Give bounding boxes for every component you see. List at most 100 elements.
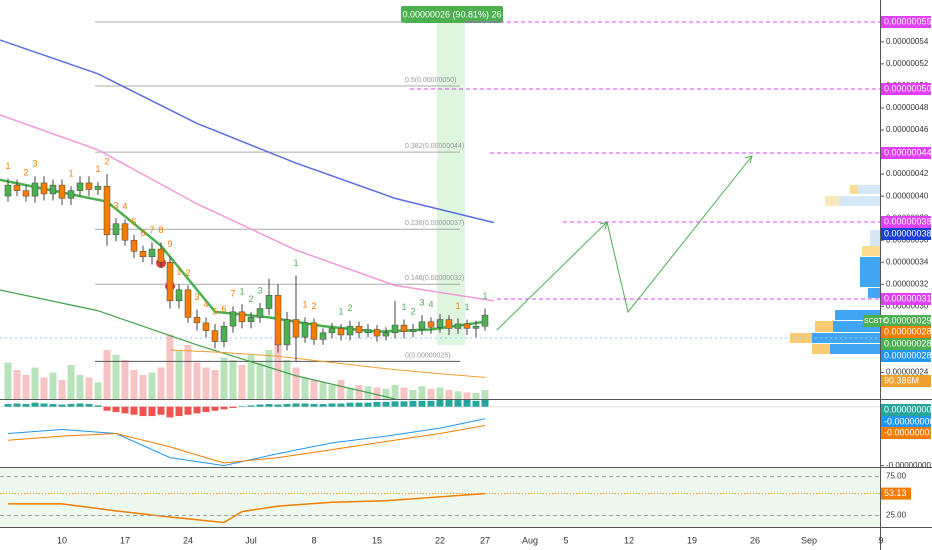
macd-hist-bar — [418, 400, 426, 407]
volume-bar — [220, 357, 228, 399]
y-tick-label: 0.00000040 — [886, 191, 929, 200]
candle-body — [130, 239, 138, 252]
macd-tag — [881, 416, 931, 428]
price-tag — [881, 147, 931, 159]
x-tick-label: 9 — [878, 535, 883, 545]
x-tick-label: 22 — [435, 535, 445, 545]
macd-hist-bar — [310, 404, 318, 407]
volume-bar — [67, 365, 75, 399]
macd-hist-bar — [319, 404, 327, 407]
macd-hist-bar — [283, 404, 291, 407]
price-tag — [881, 315, 931, 327]
projection-path — [496, 155, 753, 331]
axes: 0.00000054 0.00000052 0.00000050 0.00000048… — [57, 16, 932, 545]
candle-body — [346, 325, 354, 336]
macd-hist-bar — [202, 406, 210, 413]
indicator-line — [8, 492, 486, 524]
td-count: 5 — [212, 306, 217, 316]
x-tick-label: 27 — [480, 535, 490, 545]
candle-body — [157, 248, 165, 263]
candle-body — [481, 314, 489, 327]
candle-body — [148, 248, 156, 257]
volume-bar — [301, 377, 309, 399]
td-count: 4 — [428, 300, 433, 310]
volume-bar — [229, 360, 237, 399]
candle-body — [175, 289, 183, 302]
macd-hist-bar — [481, 400, 489, 407]
candle-body — [40, 182, 48, 195]
macd-hist-bar — [121, 406, 129, 414]
candle-body — [283, 319, 291, 346]
x-tick-label: Aug — [522, 535, 538, 545]
candle-body — [265, 295, 273, 309]
y-tick-label: 0.00000024 — [886, 368, 929, 377]
macd-hist-bar — [238, 406, 246, 407]
candle-body — [454, 323, 462, 329]
td-count: 3 — [32, 159, 37, 169]
macd-hist-bar — [400, 401, 408, 407]
macd-hist-bar — [184, 406, 192, 415]
volume-bar — [103, 350, 111, 399]
macd-hist-bar — [211, 406, 219, 411]
macd-hist-bar — [292, 403, 300, 407]
price-tag — [881, 326, 931, 338]
macd-hist-bar — [13, 403, 21, 407]
price-tag-label: 0.00000031 — [884, 293, 932, 303]
td-count: 3 — [257, 285, 262, 295]
candle-body — [238, 311, 246, 323]
fib-label: 0.5(0.00000050) — [405, 77, 456, 84]
volume-bar — [265, 350, 273, 399]
indicator-line — [0, 114, 495, 302]
candle-body — [328, 328, 336, 334]
td-count: 4 — [203, 300, 208, 310]
volume-bar — [418, 386, 426, 399]
macd-hist-bar — [4, 404, 12, 407]
volume-bar — [94, 382, 102, 399]
candle-body — [229, 311, 237, 327]
volume-bar — [409, 390, 417, 399]
price-tag-label: 0.00000028 — [884, 326, 932, 336]
volume-bar — [76, 375, 84, 399]
fib-label: 0.236(0.00000037) — [405, 220, 464, 227]
price-tag — [881, 338, 931, 350]
volume-bar — [337, 380, 345, 399]
candle-body — [463, 323, 471, 329]
volume-bar — [4, 362, 12, 399]
td-count: 3 — [194, 292, 199, 302]
macd-hist-bar — [301, 403, 309, 407]
volume-bar — [166, 335, 174, 399]
x-tick-label: 26 — [750, 535, 760, 545]
td-count: 1 — [338, 306, 343, 316]
macd-hist-bar — [409, 400, 417, 407]
measure-label: 0.00000026 (90.81%) 26 — [402, 9, 501, 19]
td-count: 3 — [419, 298, 424, 308]
candle-body — [76, 182, 84, 191]
price-tag-label: 0.00000038 — [884, 216, 932, 226]
volume-bar — [184, 345, 192, 399]
y-tick-label: 0.00000052 — [886, 59, 929, 68]
fib-label: 0(0.00000025) — [405, 352, 451, 359]
candle-body — [184, 289, 192, 318]
candle-body — [382, 332, 390, 337]
y-tick-label: 0.00000042 — [886, 169, 929, 178]
candle-body — [4, 184, 12, 197]
candle-body — [409, 329, 417, 332]
candle-body — [139, 250, 147, 257]
volume-bar — [328, 385, 336, 399]
price-tag — [881, 16, 931, 28]
macd-tag — [881, 404, 931, 416]
volume-bar — [139, 375, 147, 399]
price-tag-label: 0.00000055 — [884, 16, 932, 26]
price-tag — [881, 293, 931, 305]
td-count: 3 — [113, 201, 118, 211]
candle-body — [103, 185, 111, 235]
x-tick-label: 19 — [687, 535, 697, 545]
candle-body — [319, 332, 327, 340]
macd-hist-bar — [49, 404, 57, 407]
candle-body — [247, 317, 255, 323]
td-count: 1 — [176, 267, 181, 277]
macd-hist-bar — [157, 406, 165, 415]
price-tag — [881, 216, 931, 228]
price-tag — [881, 350, 931, 362]
candle-body — [31, 182, 39, 197]
